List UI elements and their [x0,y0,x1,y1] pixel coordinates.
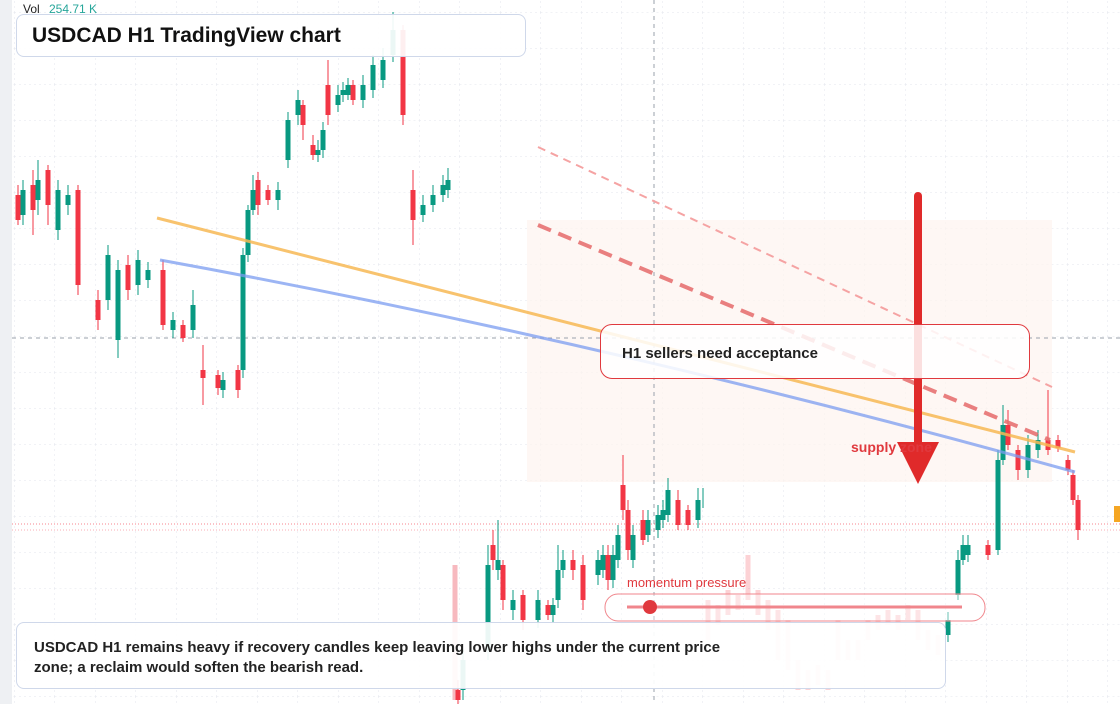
price-marker [1114,506,1120,522]
callout-box: H1 sellers need acceptance [600,324,1030,379]
channel-line [537,146,1053,388]
zone-label: supply zone [851,439,932,455]
title-box: USDCAD H1 TradingView chart [16,14,526,57]
callout: H1 sellers need acceptance [622,345,818,362]
footer-box: USDCAD H1 remains heavy if recovery cand… [16,622,946,689]
title: USDCAD H1 TradingView chart [32,24,341,47]
down-arrow-head [897,442,939,484]
left-strip [0,0,12,704]
footer-text: USDCAD H1 remains heavy if recovery cand… [34,639,721,676]
momentum-dot [643,600,657,614]
green-bodies [20,30,1041,690]
vol-value: 254.71 K [49,2,97,16]
momentum-label: momentum pressure [627,575,746,590]
red-bodies [15,30,1081,700]
vol-label: Vol [23,2,40,16]
